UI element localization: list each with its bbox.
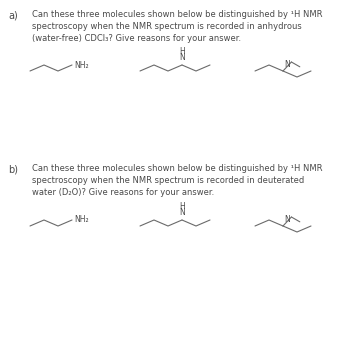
Text: N: N bbox=[179, 53, 185, 62]
Text: a): a) bbox=[8, 10, 18, 20]
Text: N: N bbox=[284, 215, 290, 224]
Text: NH₂: NH₂ bbox=[74, 61, 89, 69]
Text: b): b) bbox=[8, 164, 18, 174]
Text: N: N bbox=[284, 60, 290, 69]
Text: H: H bbox=[179, 202, 185, 211]
Text: Can these three molecules shown below be distinguished by ¹H NMR
spectroscopy wh: Can these three molecules shown below be… bbox=[32, 164, 322, 197]
Text: H: H bbox=[179, 47, 185, 56]
Text: N: N bbox=[179, 208, 185, 217]
Text: Can these three molecules shown below be distinguished by ¹H NMR
spectroscopy wh: Can these three molecules shown below be… bbox=[32, 10, 322, 43]
Text: NH₂: NH₂ bbox=[74, 215, 89, 225]
